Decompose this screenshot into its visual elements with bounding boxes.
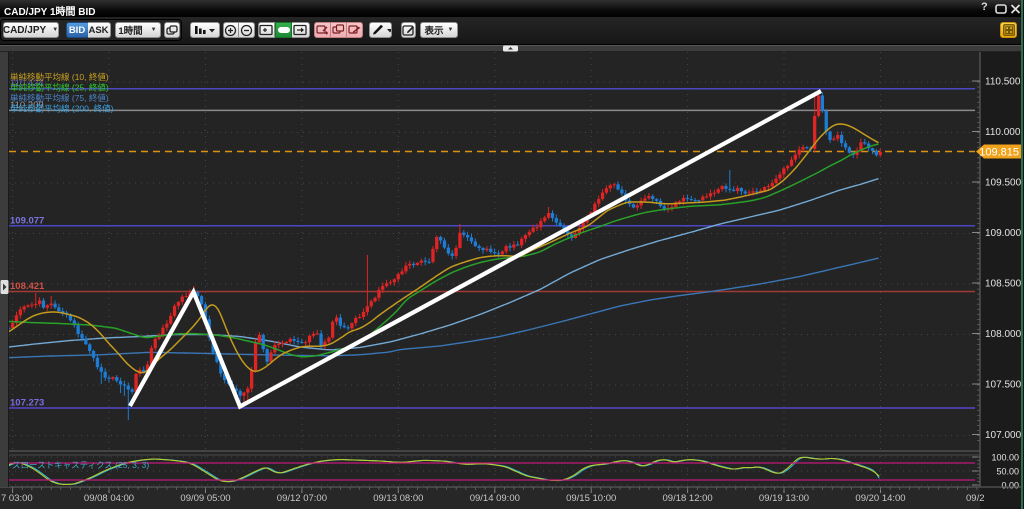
svg-text:107.000: 107.000	[985, 430, 1022, 441]
svg-text:09/2: 09/2	[966, 493, 985, 504]
svg-text:110.500: 110.500	[985, 77, 1021, 88]
svg-text:09/12 07:00: 09/12 07:00	[277, 493, 327, 504]
svg-text:単純移動平均線 (25, 終値): 単純移動平均線 (25, 終値)	[10, 83, 109, 93]
svg-text:単純移動平均線 (75, 終値): 単純移動平均線 (75, 終値)	[10, 93, 109, 103]
svg-text:100.00: 100.00	[991, 453, 1019, 463]
svg-text:単純移動平均線 (10, 終値): 単純移動平均線 (10, 終値)	[10, 72, 109, 82]
svg-text:09/08 04:00: 09/08 04:00	[84, 493, 134, 504]
svg-text:09/09 05:00: 09/09 05:00	[180, 493, 230, 504]
svg-text:108.000: 108.000	[985, 329, 1022, 340]
svg-text:108.500: 108.500	[985, 279, 1022, 290]
svg-text:09/20 14:00: 09/20 14:00	[855, 493, 905, 504]
svg-text:単純移動平均線 (200, 終値): 単純移動平均線 (200, 終値)	[10, 104, 114, 114]
svg-text:スローストキャスティクス (25, 3, 3): スローストキャスティクス (25, 3, 3)	[12, 460, 149, 470]
svg-text:09/13 08:00: 09/13 08:00	[373, 493, 423, 504]
svg-text:0.00: 0.00	[1001, 481, 1019, 491]
svg-text:110.000: 110.000	[985, 127, 1021, 138]
svg-text:09/14 09:00: 09/14 09:00	[470, 493, 520, 504]
svg-text:109.000: 109.000	[985, 228, 1022, 239]
svg-text:110.209: 110.209	[10, 100, 44, 111]
svg-text:107.273: 107.273	[10, 398, 44, 409]
svg-text:109.077: 109.077	[10, 215, 44, 226]
svg-text:09/18 12:00: 09/18 12:00	[663, 493, 713, 504]
svg-text:108.421: 108.421	[10, 281, 45, 292]
svg-text:110.424: 110.424	[10, 78, 44, 89]
svg-text:109.500: 109.500	[985, 178, 1022, 189]
svg-text:107.500: 107.500	[985, 380, 1022, 391]
svg-text:50.00: 50.00	[996, 467, 1019, 477]
svg-text:09/15 10:00: 09/15 10:00	[566, 493, 616, 504]
svg-text:7 03:00: 7 03:00	[1, 493, 33, 504]
svg-text:09/19 13:00: 09/19 13:00	[759, 493, 809, 504]
svg-text:109.815: 109.815	[979, 147, 1019, 159]
